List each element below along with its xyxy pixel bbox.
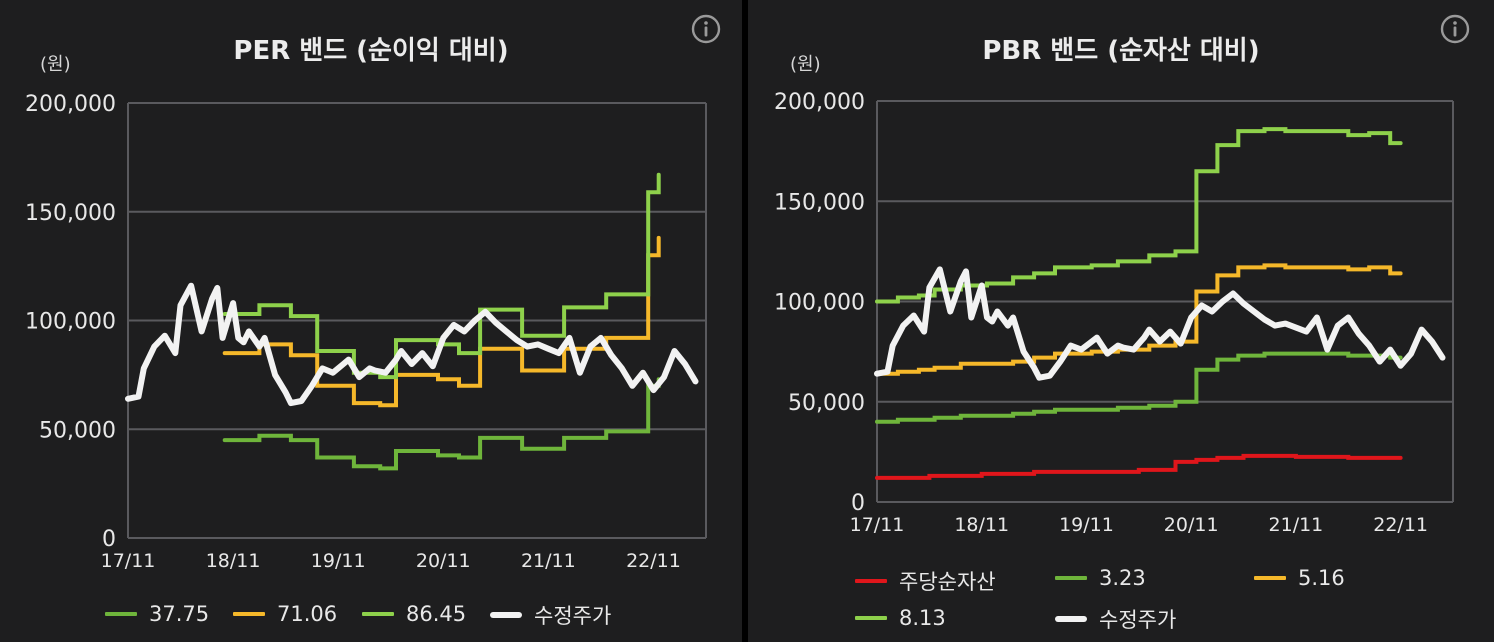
y-tick-label: 150,000 [25, 201, 116, 226]
info-circle-icon[interactable] [1440, 14, 1470, 44]
x-tick-label: 18/11 [206, 550, 261, 572]
x-tick-label: 20/11 [416, 550, 471, 572]
unit-label: (원) [40, 54, 71, 75]
chart-title: PER 밴드 (순이익 대비) [233, 36, 509, 66]
x-tick-label: 21/11 [521, 550, 576, 572]
per-band-panel: PER 밴드 (순이익 대비) (원) 0 50,000 100,000 150,00… [0, 0, 742, 642]
series-line [222, 235, 661, 408]
series-line [875, 351, 1403, 424]
series-line [125, 282, 699, 407]
x-tick-label: 20/11 [1164, 514, 1219, 536]
x-tick-label: 21/11 [1269, 514, 1324, 536]
series-line [874, 266, 1446, 381]
y-tick-label: 50,000 [39, 418, 116, 443]
x-tick-label: 18/11 [954, 514, 1009, 536]
unit-label: (원) [790, 54, 821, 75]
series-line [875, 453, 1403, 480]
y-tick-label: 200,000 [25, 92, 116, 117]
info-circle-icon[interactable] [691, 14, 721, 44]
chart-title: PBR 밴드 (순자산 대비) [982, 36, 1260, 66]
x-tick-label: 17/11 [850, 514, 905, 536]
pbr-band-chart: 0 50,000 100,000 150,000 200,000 17/11 18/11 19… [774, 90, 1454, 536]
series-line [222, 172, 661, 380]
y-tick-label: 0 [851, 491, 865, 516]
x-tick-label: 19/11 [311, 550, 366, 572]
x-tick-label: 17/11 [101, 550, 156, 572]
y-tick-label: 100,000 [774, 291, 865, 316]
x-tick-label: 19/11 [1059, 514, 1114, 536]
pbr-band-panel: PBR 밴드 (순자산 대비) (원) 0 50,000 100,000 150,00… [748, 0, 1494, 642]
x-tick-label: 22/11 [626, 550, 681, 572]
y-tick-label: 100,000 [25, 310, 116, 335]
per-band-chart: 0 50,000 100,000 150,000 200,000 17/11 18/11 19… [25, 92, 707, 572]
y-tick-label: 0 [102, 527, 116, 552]
series-line [875, 263, 1403, 376]
series-line [222, 377, 661, 471]
y-tick-label: 50,000 [788, 391, 865, 416]
x-tick-label: 22/11 [1373, 514, 1428, 536]
y-tick-label: 150,000 [774, 190, 865, 215]
y-tick-label: 200,000 [774, 90, 865, 115]
series-line [875, 127, 1403, 304]
